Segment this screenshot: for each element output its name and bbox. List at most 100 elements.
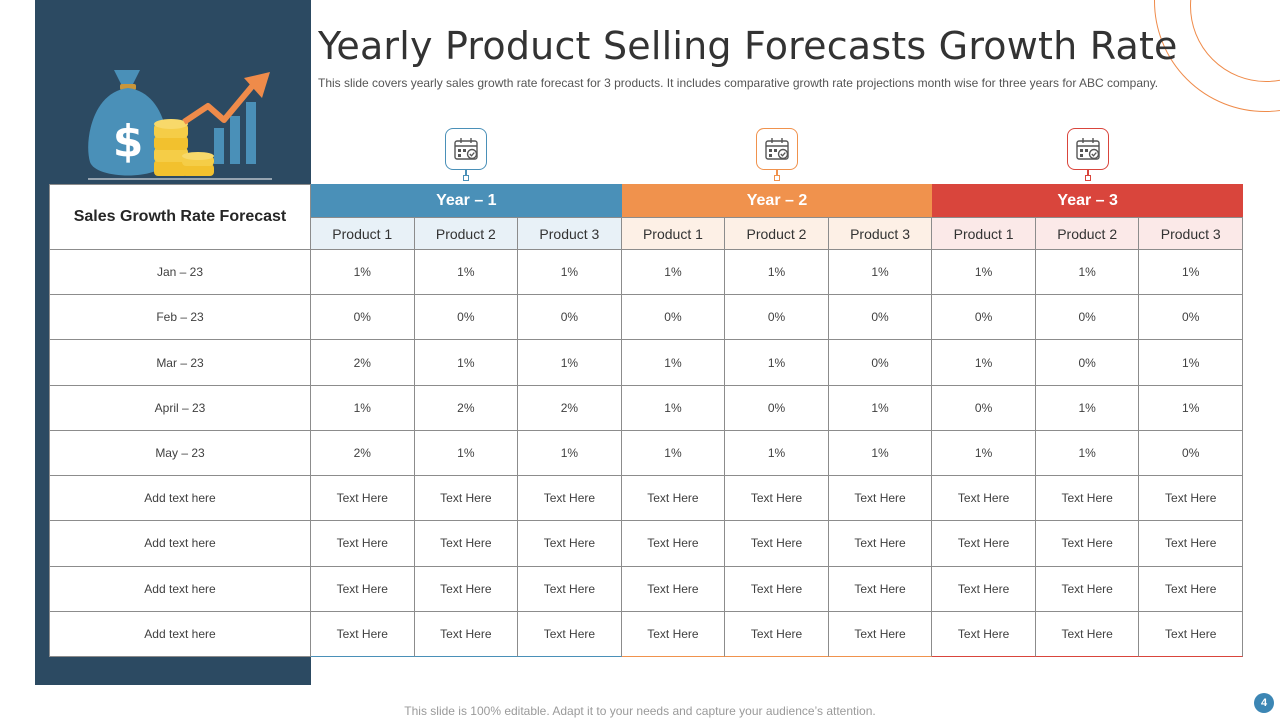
table-cell: Text Here (1035, 611, 1140, 657)
table-cell: Text Here (725, 611, 829, 657)
icon-connector-dot (774, 175, 780, 181)
product-header: Product 2 (725, 217, 829, 250)
table-cell: 1% (621, 430, 726, 477)
icon-connector-dot (1085, 175, 1091, 181)
table-cell: Text Here (1035, 566, 1140, 612)
calendar-check-icon (1067, 128, 1109, 170)
row-label: Feb – 23 (49, 295, 311, 341)
table-cell: 2% (311, 340, 415, 386)
table-cell: 1% (518, 250, 622, 296)
icon-connector (1087, 170, 1089, 176)
svg-text:$: $ (113, 116, 144, 167)
icon-connector-dot (463, 175, 469, 181)
product-header: Product 1 (621, 217, 726, 250)
year-1-header: Year – 1 (311, 184, 622, 217)
table-cell: 1% (414, 340, 519, 386)
table-cell: 0% (621, 295, 726, 341)
product-header: Product 1 (932, 217, 1036, 250)
table-cell: Text Here (1139, 476, 1243, 522)
table-cell: 1% (1035, 250, 1140, 296)
table-cell: Text Here (311, 476, 415, 522)
table-cell: Text Here (725, 566, 829, 612)
table-cell: 0% (518, 295, 622, 341)
calendar-check-icon (445, 128, 487, 170)
table-cell: Text Here (828, 566, 933, 612)
table-cell: 0% (1035, 295, 1140, 341)
table-cell: Text Here (311, 566, 415, 612)
table-cell: Text Here (518, 566, 622, 612)
calendar-check-icon (756, 128, 798, 170)
row-label: Mar – 23 (49, 340, 311, 386)
table-cell: 1% (1139, 340, 1243, 386)
year-3-header: Year – 3 (932, 184, 1243, 217)
table-cell: 1% (932, 340, 1036, 386)
table-cell: Text Here (932, 476, 1036, 522)
product-header: Product 3 (1139, 217, 1243, 250)
table-cell: Text Here (311, 611, 415, 657)
table-cell: 1% (518, 340, 622, 386)
table-cell: 1% (311, 250, 415, 296)
table-cell: 0% (1035, 340, 1140, 386)
table-cell: 0% (311, 295, 415, 341)
page-subtitle: This slide covers yearly sales growth ra… (318, 76, 1159, 90)
table-cell: Text Here (621, 566, 726, 612)
table-cell: Text Here (932, 521, 1036, 567)
table-cell: 1% (725, 430, 829, 477)
table-cell: 1% (621, 340, 726, 386)
table-cell: 0% (828, 295, 933, 341)
table-cell: Text Here (414, 566, 519, 612)
table-cell: 0% (725, 295, 829, 341)
product-header: Product 3 (518, 217, 622, 250)
product-header: Product 1 (311, 217, 415, 250)
table-cell: Text Here (932, 611, 1036, 657)
icon-connector (465, 170, 467, 176)
table-cell: Text Here (518, 611, 622, 657)
row-label: May – 23 (49, 430, 311, 477)
table-cell: 1% (414, 430, 519, 477)
table-cell: Text Here (725, 521, 829, 567)
table-cell: 1% (725, 340, 829, 386)
row-label: Jan – 23 (49, 250, 311, 296)
table-cell: Text Here (828, 476, 933, 522)
table-cell: Text Here (1139, 521, 1243, 567)
table-cell: Text Here (725, 476, 829, 522)
row-label: Add text here (49, 566, 311, 612)
row-label: April – 23 (49, 385, 311, 431)
table-cell: 0% (828, 340, 933, 386)
table-cell: 2% (518, 385, 622, 431)
table-cell: Text Here (518, 521, 622, 567)
table-cell: Text Here (1139, 566, 1243, 612)
table-cell: Text Here (932, 566, 1036, 612)
table-cell: 1% (725, 250, 829, 296)
table-cell: 0% (1139, 430, 1243, 477)
page-title: Yearly Product Selling Forecasts Growth … (318, 24, 1178, 68)
product-header: Product 2 (1035, 217, 1140, 250)
table-cell: Text Here (311, 521, 415, 567)
table-cell: 1% (828, 250, 933, 296)
decorative-circles (1140, 0, 1280, 125)
table-cell: Text Here (414, 611, 519, 657)
money-bag-growth-icon: $ (88, 70, 272, 180)
table-cell: 1% (518, 430, 622, 477)
row-label: Add text here (49, 476, 311, 522)
page-number-badge: 4 (1254, 693, 1274, 713)
table-cell: 2% (414, 385, 519, 431)
table-cell: 1% (414, 250, 519, 296)
table-corner-label: Sales Growth Rate Forecast (49, 184, 311, 250)
table-cell: 1% (621, 385, 726, 431)
table-cell: Text Here (621, 611, 726, 657)
footer-note: This slide is 100% editable. Adapt it to… (404, 704, 876, 718)
table-cell: 0% (1139, 295, 1243, 341)
table-cell: Text Here (1035, 521, 1140, 567)
table-cell: 0% (932, 385, 1036, 431)
table-cell: 1% (828, 385, 933, 431)
table-cell: 2% (311, 430, 415, 477)
table-cell: Text Here (414, 476, 519, 522)
table-cell: Text Here (518, 476, 622, 522)
table-cell: 1% (1035, 430, 1140, 477)
forecast-table: Sales Growth Rate Forecast Year – 1 Year… (49, 184, 1243, 657)
row-label: Add text here (49, 611, 311, 657)
table-cell: Text Here (828, 521, 933, 567)
year-2-header: Year – 2 (621, 184, 933, 217)
table-cell: Text Here (1035, 476, 1140, 522)
